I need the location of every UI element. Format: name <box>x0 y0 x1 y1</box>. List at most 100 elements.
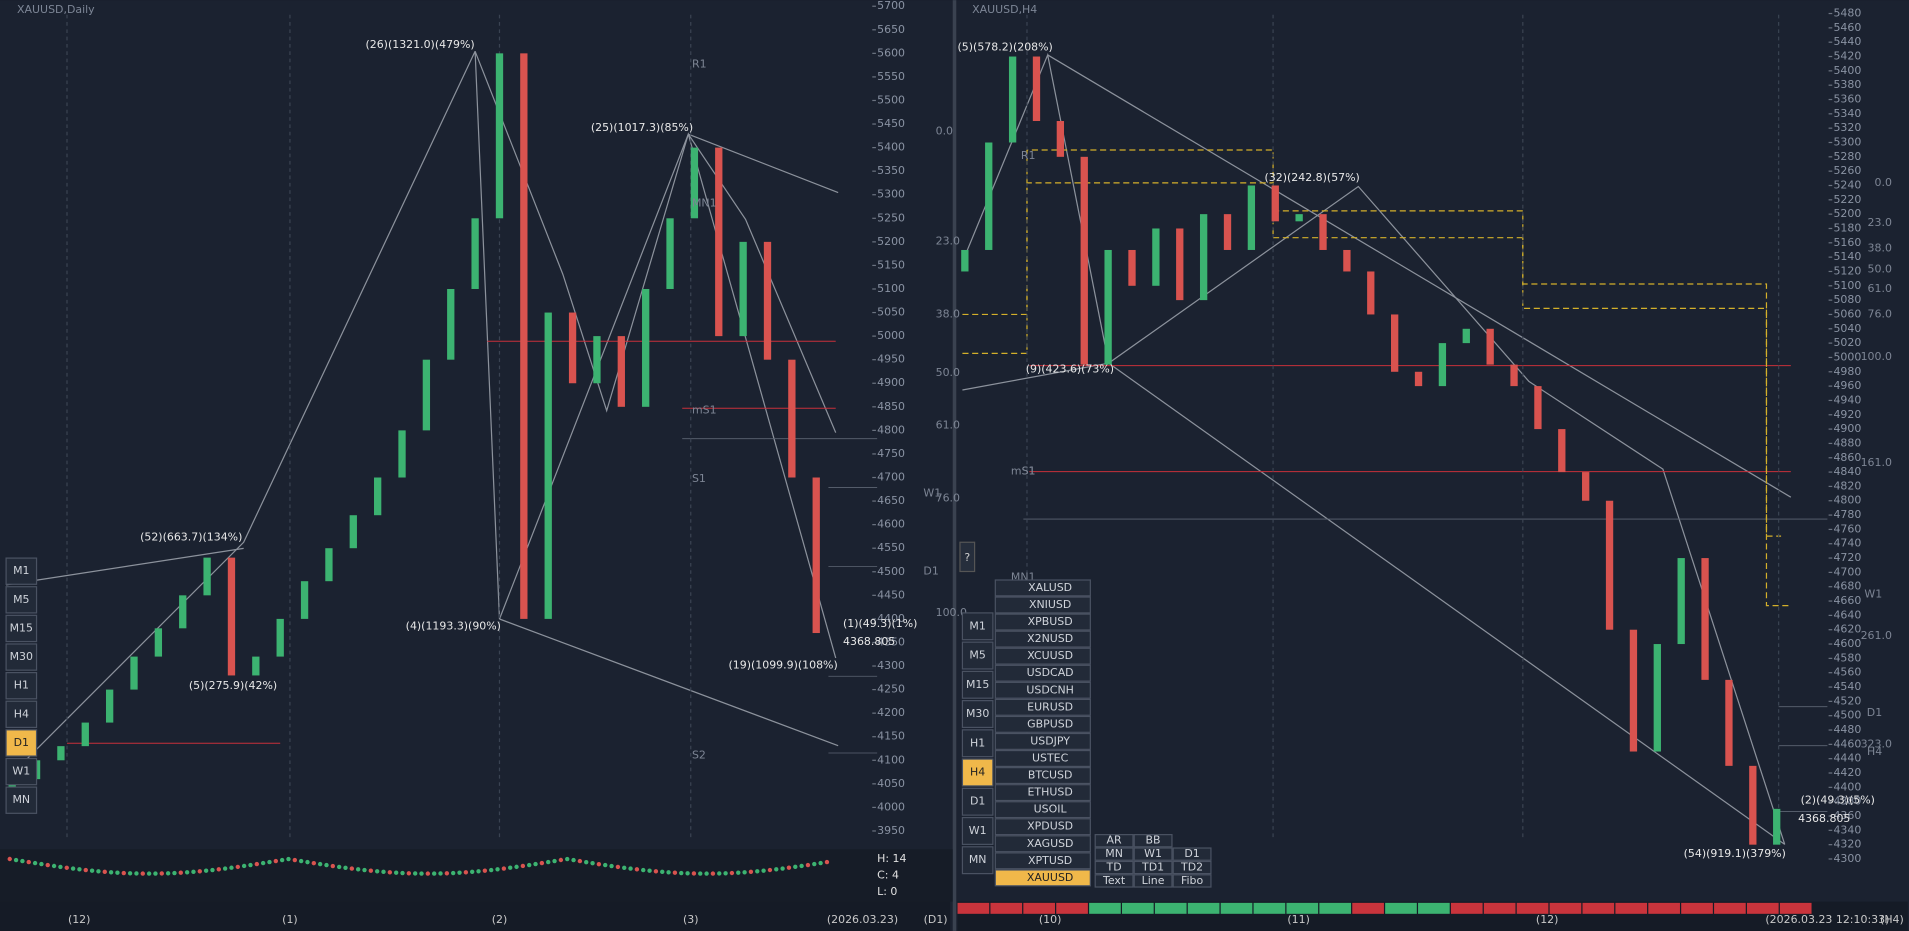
oscillator-dot <box>450 870 456 876</box>
timeframe-label: MN <box>12 793 30 806</box>
timeframe-label: M5 <box>13 593 29 606</box>
timeframe-button[interactable] <box>961 700 994 729</box>
symbol-row[interactable] <box>994 767 1091 785</box>
symbol-row[interactable] <box>994 579 1091 597</box>
trend-strip <box>1549 902 1582 914</box>
symbol-row[interactable] <box>994 613 1091 631</box>
help-button[interactable] <box>959 541 976 573</box>
candle <box>422 359 431 431</box>
candle <box>739 241 747 337</box>
candle <box>398 430 406 478</box>
symbol-row[interactable] <box>994 749 1091 768</box>
trend-strip <box>1450 902 1483 914</box>
symbol-row[interactable] <box>994 647 1091 665</box>
candle <box>1605 500 1614 630</box>
timeframe-button[interactable] <box>5 586 38 614</box>
price-label: 4560 <box>1833 666 1861 679</box>
tool-button[interactable] <box>1133 834 1173 848</box>
level-label: 261.0 <box>1861 629 1892 642</box>
tool-button[interactable] <box>1094 860 1134 875</box>
timeframe-button[interactable] <box>5 786 38 814</box>
symbol-row[interactable] <box>994 869 1091 887</box>
oscillator-dot <box>799 863 804 869</box>
tool-button[interactable] <box>1172 874 1212 888</box>
candle <box>105 689 114 723</box>
timeframe-label: D1 <box>14 736 29 749</box>
timeframe-button[interactable] <box>961 729 994 758</box>
symbol-row[interactable] <box>994 732 1091 750</box>
tool-button[interactable] <box>1133 847 1173 861</box>
oscillator-dot <box>774 867 779 872</box>
symbol-row[interactable] <box>994 596 1091 614</box>
price-label: 4400 <box>1833 780 1861 793</box>
timeframe-button[interactable] <box>961 758 994 787</box>
price-label: 5400 <box>877 141 905 154</box>
price-label: 4500 <box>877 565 905 578</box>
candle <box>1032 56 1041 122</box>
timeframe-button[interactable] <box>961 670 994 699</box>
symbol-row[interactable] <box>994 664 1091 682</box>
oscillator-dot <box>235 864 240 870</box>
timeframe-button[interactable] <box>961 846 994 875</box>
price-label: 5120 <box>1833 264 1861 277</box>
trend-strip <box>1352 902 1384 914</box>
timeframe-button[interactable] <box>5 729 38 757</box>
price-label: 4960 <box>1833 379 1861 392</box>
symbol-row[interactable] <box>994 852 1091 870</box>
price-label: 4540 <box>1833 680 1861 693</box>
candle <box>1414 371 1423 387</box>
tool-button[interactable] <box>1172 860 1212 875</box>
price-label: 4320 <box>1833 838 1861 851</box>
price-label: 4850 <box>877 400 905 413</box>
price-label: 4450 <box>877 588 905 601</box>
timeframe-button[interactable] <box>961 612 994 641</box>
candle <box>1319 214 1327 250</box>
price-label: 3950 <box>877 824 905 837</box>
symbol-name: XCUUSD <box>1027 649 1073 662</box>
timeframe-button[interactable] <box>5 643 38 671</box>
oscillator-dot <box>634 867 640 872</box>
timeframe-button[interactable] <box>961 816 994 845</box>
level-label: 23.0 <box>936 234 960 247</box>
symbol-row[interactable] <box>994 698 1091 716</box>
price-label: 4400 <box>877 612 905 625</box>
symbol-row[interactable] <box>994 801 1091 819</box>
oscillator-dot <box>558 857 564 863</box>
symbol-row[interactable] <box>994 835 1091 853</box>
symbol-row[interactable] <box>994 630 1091 648</box>
symbol-row[interactable] <box>994 715 1091 733</box>
symbol-row[interactable] <box>994 818 1091 836</box>
tool-label: AR <box>1107 834 1122 847</box>
timeframe-button[interactable] <box>961 787 994 816</box>
timeframe-button[interactable] <box>5 671 38 700</box>
timeframe-button[interactable] <box>5 700 38 729</box>
symbol-name: XAUUSD <box>1027 871 1073 884</box>
symbol-row[interactable] <box>994 681 1091 699</box>
tool-button[interactable] <box>1133 874 1173 888</box>
oscillator-dot <box>292 857 298 863</box>
timeframe-button[interactable] <box>5 614 38 643</box>
tool-button[interactable] <box>1094 847 1134 861</box>
tool-button[interactable] <box>1094 834 1134 848</box>
timeframe-button[interactable] <box>5 557 38 585</box>
level-label: 38.0 <box>936 307 960 320</box>
trend-strip <box>990 902 1023 914</box>
tool-button[interactable] <box>1172 847 1212 861</box>
price-label: 4580 <box>1833 651 1861 664</box>
wave-annotation: 4368.805 <box>1798 812 1850 825</box>
level-label: H4 <box>1867 745 1882 758</box>
symbol-name: XALUSD <box>1028 581 1072 594</box>
stat-label: C: 4 <box>877 868 899 881</box>
price-label: 5000 <box>877 329 905 342</box>
timeframe-button[interactable] <box>5 757 38 786</box>
symbol-row[interactable] <box>994 784 1091 802</box>
candle <box>1367 271 1375 315</box>
level-label: mS1 <box>692 404 717 417</box>
wave-annotation: (19)(1099.9)(108%) <box>729 658 838 671</box>
tool-button[interactable] <box>1133 860 1173 875</box>
tool-button[interactable] <box>1094 874 1134 888</box>
timeframe-button[interactable] <box>961 641 994 670</box>
trend-strip <box>1056 902 1088 914</box>
price-label: 4460 <box>1833 737 1861 750</box>
wave-annotation: (52)(663.7)(134%) <box>140 530 242 543</box>
